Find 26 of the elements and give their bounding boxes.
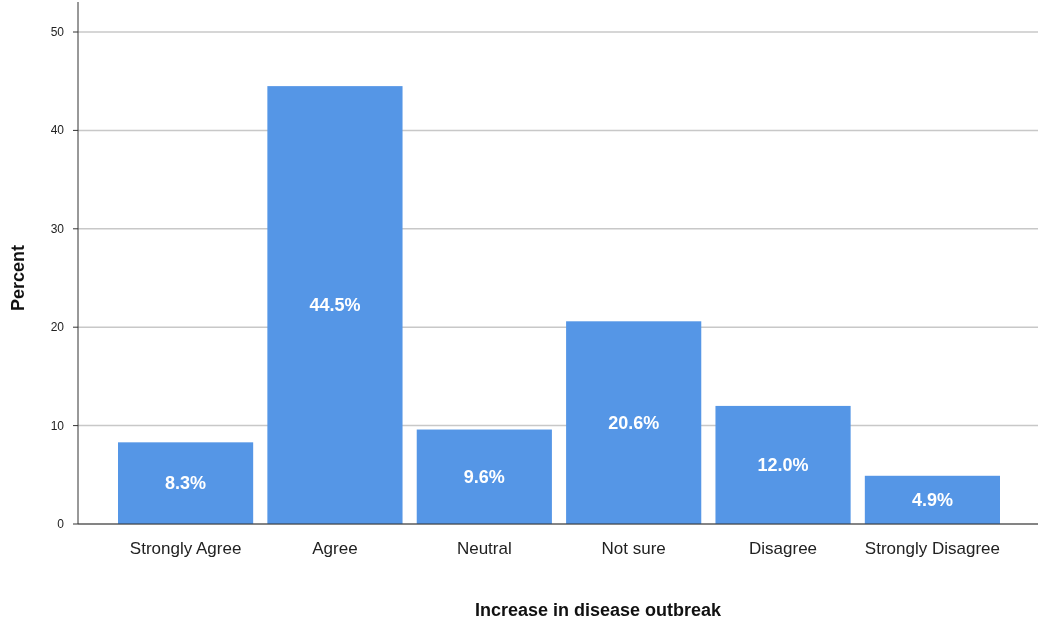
bar (715, 405, 851, 524)
bar (416, 429, 552, 524)
x-tick-label: Agree (312, 539, 358, 558)
x-tick-label: Disagree (749, 539, 818, 558)
bar (118, 442, 254, 524)
y-tick-label: 50 (50, 25, 65, 39)
bar (566, 321, 702, 524)
x-tick-label: Strongly Agree (129, 539, 242, 558)
data-label: 20.6% (608, 412, 660, 433)
data-label: 12.0% (757, 454, 809, 475)
y-tick-label: 30 (50, 221, 65, 236)
y-axis-title: Percent (8, 244, 28, 312)
x-tick-label: Neutral (456, 539, 512, 558)
data-label: 9.6% (463, 466, 505, 487)
bar (864, 475, 1000, 524)
y-tick-label: 0 (57, 517, 65, 531)
x-axis-title: Increase in disease outbreak (474, 600, 723, 620)
data-label: 4.9% (911, 489, 953, 510)
y-tick-label: 40 (50, 123, 65, 138)
y-tick-label: 10 (50, 418, 65, 433)
data-label: 44.5% (309, 295, 361, 316)
data-label: 8.3% (165, 473, 207, 494)
x-tick-label: Not sure (601, 539, 666, 558)
x-tick-label: Strongly Disagree (864, 539, 1000, 558)
y-tick-label: 20 (50, 320, 65, 335)
bar (267, 86, 403, 524)
